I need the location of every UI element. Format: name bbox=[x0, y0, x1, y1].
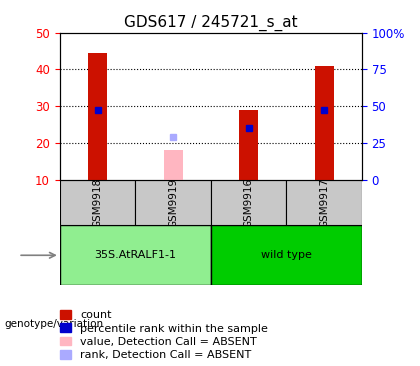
Text: GSM9917: GSM9917 bbox=[319, 178, 329, 228]
Text: genotype/variation: genotype/variation bbox=[4, 319, 103, 329]
FancyBboxPatch shape bbox=[211, 225, 362, 285]
FancyBboxPatch shape bbox=[286, 179, 362, 225]
FancyBboxPatch shape bbox=[60, 179, 135, 225]
Text: GSM9918: GSM9918 bbox=[92, 178, 102, 228]
Text: wild type: wild type bbox=[261, 250, 312, 260]
Text: GSM9919: GSM9919 bbox=[168, 178, 178, 228]
Bar bbox=[239, 111, 258, 179]
Text: 35S.AtRALF1-1: 35S.AtRALF1-1 bbox=[94, 250, 176, 260]
Title: GDS617 / 245721_s_at: GDS617 / 245721_s_at bbox=[124, 15, 298, 31]
Bar bbox=[315, 66, 333, 179]
FancyBboxPatch shape bbox=[211, 179, 286, 225]
FancyBboxPatch shape bbox=[135, 179, 211, 225]
Bar bbox=[88, 53, 107, 179]
Bar bbox=[164, 150, 183, 179]
Text: GSM9916: GSM9916 bbox=[244, 178, 254, 228]
Legend: count, percentile rank within the sample, value, Detection Call = ABSENT, rank, : count, percentile rank within the sample… bbox=[60, 310, 268, 361]
FancyBboxPatch shape bbox=[60, 225, 211, 285]
